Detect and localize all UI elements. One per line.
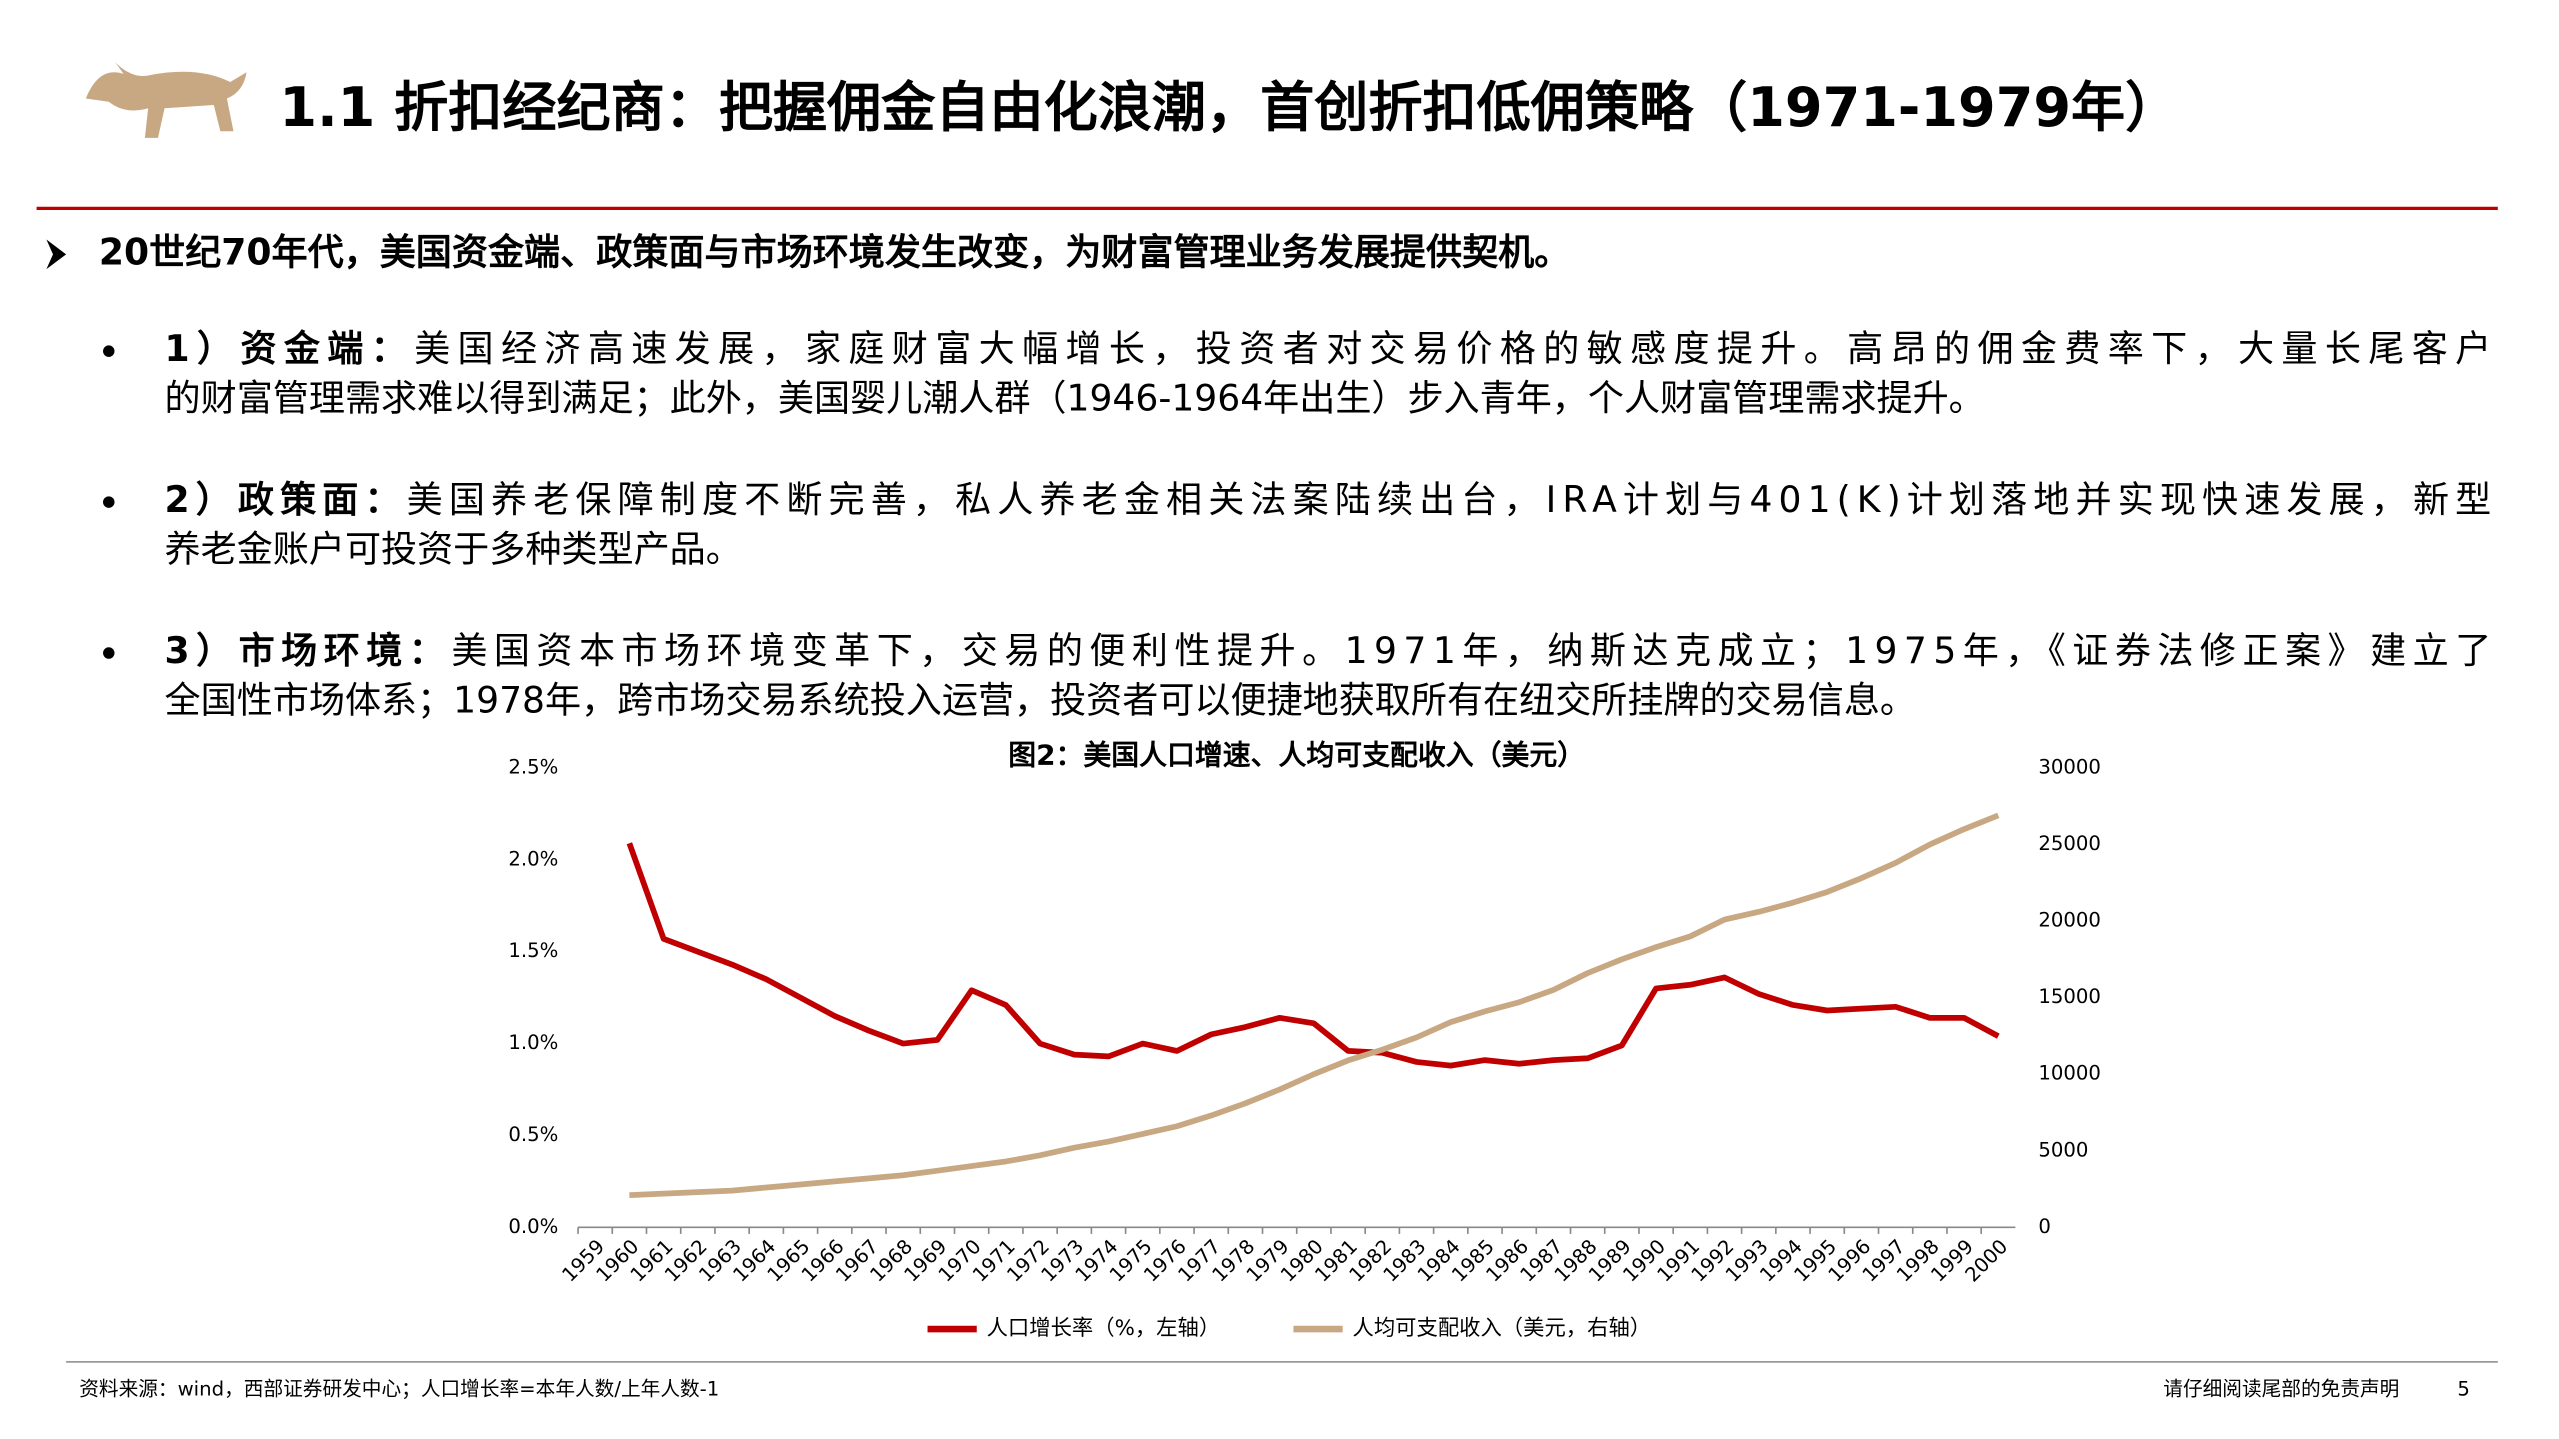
bullet-line: 美国养老保障制度不断完善，私人养老金相关法案陆续出台，IRA计划与401(K)计… (407, 479, 2492, 521)
disclaimer: 请仔细阅读尾部的免责声明 (2163, 1377, 2399, 1400)
bullet-text: 2）政策面： 美国养老保障制度不断完善，私人养老金相关法案陆续出台，IRA计划与4… (165, 479, 2492, 521)
y-tick-label: 0.5% (508, 1123, 558, 1146)
y2-tick-label: 15000 (2038, 985, 2101, 1008)
y2-tick-label: 5000 (2038, 1138, 2088, 1161)
bullet-dot (103, 647, 115, 659)
y-tick-label: 0.0% (508, 1215, 558, 1238)
header-title: 1.1 折扣经纪商：把握佣金自由化浪潮，首创折扣低佣策略（1971-1979年） (279, 76, 2179, 139)
y-tick-label: 1.5% (508, 939, 558, 962)
line-series (626, 842, 2000, 1069)
logo (85, 62, 247, 138)
bullet-line: 的财富管理需求难以得到满足；此外，美国婴儿潮人群（1946-1964年出生）步入… (165, 377, 1985, 419)
bullet-label: 1）资金端： (165, 328, 407, 370)
intro: 20世纪70年代，美国资金端、政策面与市场环境发生改变，为财富管理业务发展提供契… (99, 231, 1570, 273)
source: 资料来源：wind，西部证券研发中心；人口增长率=本年人数/上年人数-1 (79, 1377, 719, 1400)
bullet-text: 养老金账户可投资于多种类型产品。 (165, 528, 742, 570)
chart-title: 图2：美国人口增速、人均可支配收入（美元） (1008, 738, 1585, 771)
bullet-line: 美国经济高速发展，家庭财富大幅增长，投资者对交易价格的敏感度提升。高昂的佣金费率… (414, 328, 2491, 370)
arrow-icon (46, 239, 67, 270)
bullets: 1）资金端： 美国经济高速发展，家庭财富大幅增长，投资者对交易价格的敏感度提升。高… (103, 328, 2491, 721)
y-tick-label: 2.0% (508, 847, 558, 870)
page-number: 5 (2457, 1377, 2470, 1400)
legend-label: 人均可支配收入（美元，右轴） (1353, 1316, 1652, 1341)
y-tick-label: 2.5% (508, 755, 558, 778)
bullet-label: 3）市场环境： (165, 630, 445, 672)
legend-label: 人口增长率（%，左轴） (987, 1316, 1221, 1341)
bullet-line: 全国性市场体系；1978年，跨市场交易系统投入运营，投资者可以便捷地获取所有在纽… (165, 679, 1916, 721)
y2-tick-label: 30000 (2038, 755, 2101, 778)
y2-tick-label: 25000 (2038, 832, 2101, 855)
y-tick-label: 1.0% (508, 1031, 558, 1054)
bullet-text: 全国性市场体系；1978年，跨市场交易系统投入运营，投资者可以便捷地获取所有在纽… (165, 679, 1916, 721)
bullet-label: 2）政策面： (165, 479, 401, 521)
bullet-text: 1）资金端： 美国经济高速发展，家庭财富大幅增长，投资者对交易价格的敏感度提升。高… (165, 328, 2492, 370)
line-series (629, 812, 2000, 1199)
bullet-text: 3）市场环境： 美国资本市场环境变革下，交易的便利性提升。1971年，纳斯达克成立… (165, 630, 2492, 672)
bullet-text: 的财富管理需求难以得到满足；此外，美国婴儿潮人群（1946-1964年出生）步入… (165, 377, 1985, 419)
y2-tick-label: 0 (2038, 1215, 2051, 1238)
bullet-dot (103, 496, 115, 508)
bullet-dot (103, 345, 115, 357)
bullet-line: 美国资本市场环境变革下，交易的便利性提升。1971年，纳斯达克成立；1975年，… (451, 630, 2491, 672)
y2-tick-label: 20000 (2038, 909, 2101, 932)
bullet-line: 养老金账户可投资于多种类型产品。 (165, 528, 742, 570)
y2-tick-label: 10000 (2038, 1062, 2101, 1085)
